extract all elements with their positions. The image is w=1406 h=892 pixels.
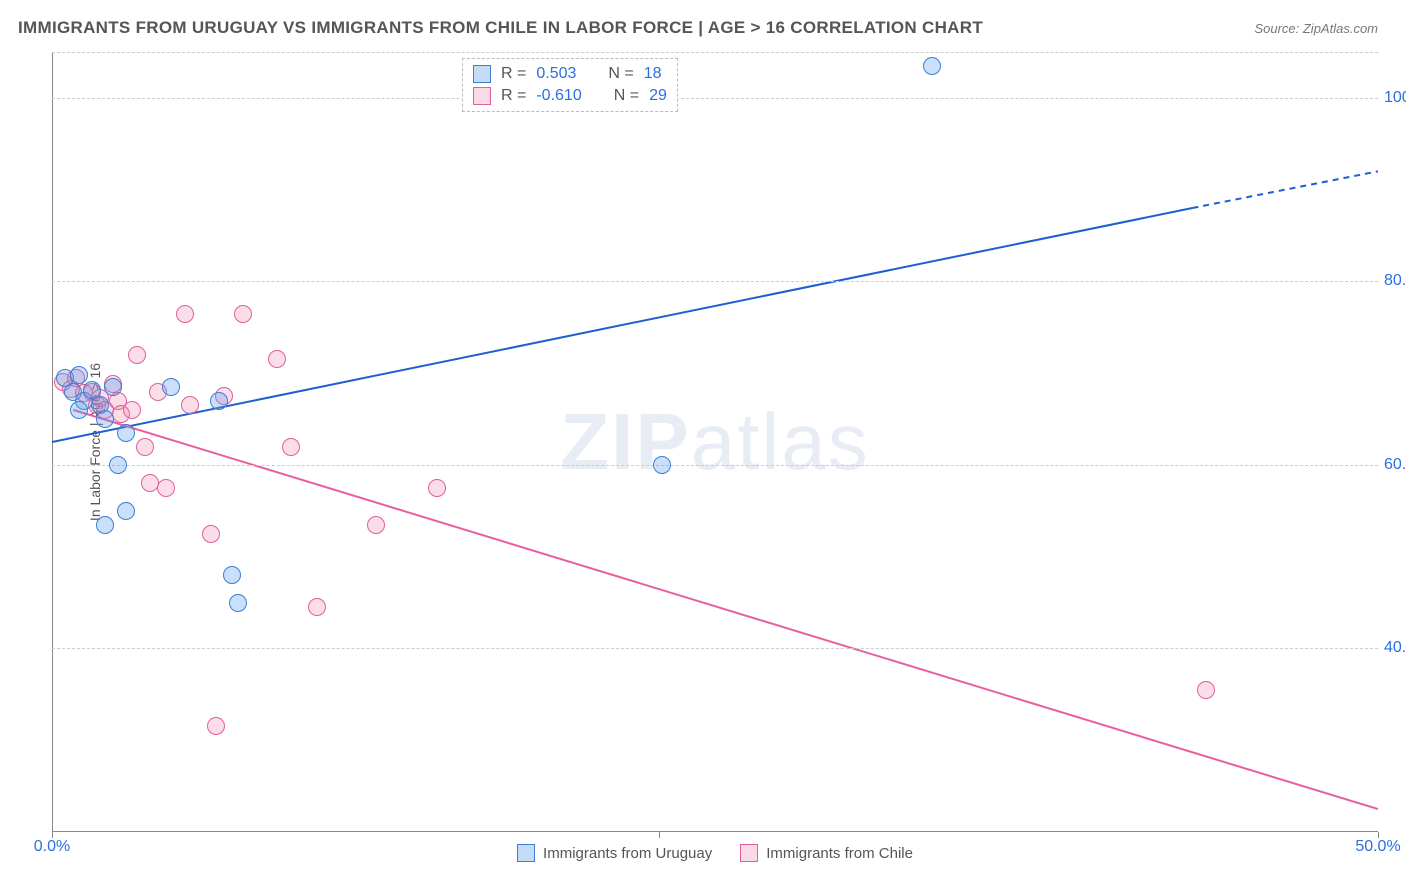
trend-line bbox=[1192, 171, 1378, 208]
gridline bbox=[52, 465, 1378, 466]
y-tick-label: 80.0% bbox=[1384, 272, 1406, 290]
stat-r-label: R = bbox=[501, 87, 526, 105]
swatch-uruguay-icon bbox=[473, 65, 491, 83]
gridline bbox=[52, 98, 1378, 99]
data-point-uruguay bbox=[653, 456, 671, 474]
legend-swatch-uruguay-icon bbox=[517, 844, 535, 862]
y-tick-label: 60.0% bbox=[1384, 456, 1406, 474]
data-point-uruguay bbox=[223, 566, 241, 584]
data-point-uruguay bbox=[117, 502, 135, 520]
data-point-uruguay bbox=[162, 378, 180, 396]
data-point-chile bbox=[176, 305, 194, 323]
data-point-chile bbox=[157, 479, 175, 497]
gridline bbox=[52, 648, 1378, 649]
correlation-stats-box: R = 0.503 N = 18 R = -0.610 N = 29 bbox=[462, 58, 678, 112]
data-point-chile bbox=[136, 438, 154, 456]
data-point-chile bbox=[234, 305, 252, 323]
data-point-chile bbox=[428, 479, 446, 497]
stat-n-label: N = bbox=[614, 87, 639, 105]
watermark: ZIPatlas bbox=[560, 396, 869, 488]
data-point-uruguay bbox=[923, 57, 941, 75]
data-point-chile bbox=[181, 396, 199, 414]
gridline bbox=[52, 52, 1378, 53]
chart-area: In Labor Force | Age > 16 ZIPatlas 40.0%… bbox=[52, 52, 1378, 832]
data-point-uruguay bbox=[96, 410, 114, 428]
stat-n-chile: 29 bbox=[649, 87, 667, 105]
legend-label-uruguay: Immigrants from Uruguay bbox=[543, 845, 712, 862]
data-point-uruguay bbox=[70, 401, 88, 419]
data-point-uruguay bbox=[210, 392, 228, 410]
x-tick-mark bbox=[52, 832, 53, 838]
chart-title: IMMIGRANTS FROM URUGUAY VS IMMIGRANTS FR… bbox=[18, 18, 983, 38]
data-point-chile bbox=[367, 516, 385, 534]
gridline bbox=[52, 281, 1378, 282]
data-point-chile bbox=[202, 525, 220, 543]
stat-r-label: R = bbox=[501, 65, 526, 83]
legend: Immigrants from Uruguay Immigrants from … bbox=[52, 844, 1378, 862]
data-point-uruguay bbox=[109, 456, 127, 474]
stat-r-uruguay: 0.503 bbox=[536, 65, 576, 83]
x-tick-mark bbox=[659, 832, 660, 838]
stat-n-label: N = bbox=[608, 65, 633, 83]
swatch-chile-icon bbox=[473, 87, 491, 105]
stat-r-chile: -0.610 bbox=[536, 87, 581, 105]
data-point-chile bbox=[308, 598, 326, 616]
y-axis bbox=[52, 52, 53, 832]
data-point-uruguay bbox=[117, 424, 135, 442]
legend-swatch-chile-icon bbox=[740, 844, 758, 862]
source-label: Source: ZipAtlas.com bbox=[1254, 21, 1378, 36]
stat-n-uruguay: 18 bbox=[644, 65, 662, 83]
data-point-chile bbox=[128, 346, 146, 364]
x-axis bbox=[52, 831, 1378, 832]
data-point-uruguay bbox=[104, 378, 122, 396]
data-point-chile bbox=[1197, 681, 1215, 699]
data-point-uruguay bbox=[70, 366, 88, 384]
data-point-chile bbox=[123, 401, 141, 419]
data-point-chile bbox=[282, 438, 300, 456]
data-point-uruguay bbox=[229, 594, 247, 612]
data-point-chile bbox=[268, 350, 286, 368]
legend-label-chile: Immigrants from Chile bbox=[766, 845, 913, 862]
y-tick-label: 100.0% bbox=[1384, 89, 1406, 107]
data-point-chile bbox=[207, 717, 225, 735]
x-tick-mark bbox=[1378, 832, 1379, 838]
data-point-uruguay bbox=[96, 516, 114, 534]
y-tick-label: 40.0% bbox=[1384, 639, 1406, 657]
